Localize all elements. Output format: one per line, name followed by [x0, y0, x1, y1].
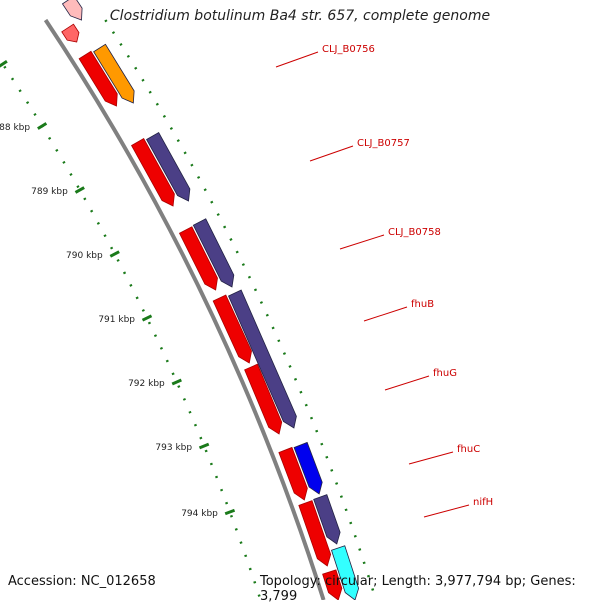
gene-leader-line: [363, 306, 408, 322]
kbp-tick: [37, 122, 48, 130]
gene-arrow-forward: [178, 226, 218, 291]
gene-leader-line: [309, 145, 354, 162]
gene-arrow-forward: [244, 363, 283, 435]
gene-label: nifH: [473, 497, 493, 508]
gene-arrow-forward: [322, 569, 343, 601]
gene-label: fhuC: [457, 444, 480, 455]
gene-arrow-forward: [131, 137, 175, 207]
gene-label: CLJ_B0758: [388, 227, 441, 238]
gene-label: fhuG: [433, 368, 457, 379]
kbp-tick-label: 793 kbp: [155, 443, 192, 453]
kbp-tick: [224, 508, 236, 516]
genome-title: Clostridium botulinum Ba4 str. 657, comp…: [109, 8, 491, 24]
gene-arrow-cog-purple: [313, 494, 341, 545]
gene-arrow-cog-purple: [192, 218, 235, 288]
gene-label: CLJ_B0757: [357, 138, 410, 149]
gene-arrow-forward: [212, 294, 252, 364]
gene-leader-line: [275, 51, 319, 68]
kbp-tick: [171, 378, 182, 386]
gene-leader-line: [384, 375, 430, 391]
kbp-tick-label: 794 kbp: [181, 509, 218, 519]
gene-label: fhuB: [411, 299, 434, 310]
kbp-tick: [109, 250, 120, 258]
gene-arrow-cog-pink: [61, 0, 83, 21]
kbp-tick-label: 788 kbp: [0, 123, 30, 133]
gene-arrow-cog-cyan: [331, 545, 360, 601]
kbp-tick: [0, 59, 8, 68]
gene-arrow-cog-orange: [93, 43, 135, 104]
kbp-tick: [141, 314, 153, 322]
accession-text: Accession: NC_012658: [8, 574, 156, 589]
tick-guide-outer: [104, 19, 378, 601]
gene-arrow-cog-purple: [228, 289, 297, 429]
kbp-tick-label: 789 kbp: [31, 187, 68, 197]
gene-label: CLJ_B0756: [322, 44, 375, 55]
gene-arrow-forward: [298, 500, 332, 567]
kbp-tick-label: 791 kbp: [98, 315, 135, 325]
kbp-tick-label: 792 kbp: [128, 379, 165, 389]
genome-backbone: [43, 18, 326, 601]
gene-leader-line: [339, 234, 385, 250]
gene-leader-line: [423, 504, 470, 518]
gene-arrow-forward: [61, 23, 80, 43]
gene-arrow-forward: [278, 446, 308, 501]
kbp-tick-label: 790 kbp: [66, 251, 103, 261]
gene-arrow-forward: [78, 50, 118, 107]
gene-arrow-cog-purple: [146, 131, 191, 202]
kbp-tick: [198, 442, 210, 450]
gene-leader-line: [408, 451, 454, 465]
kbp-tick: [74, 186, 85, 194]
gene-arrow-cog-blue: [293, 441, 323, 495]
